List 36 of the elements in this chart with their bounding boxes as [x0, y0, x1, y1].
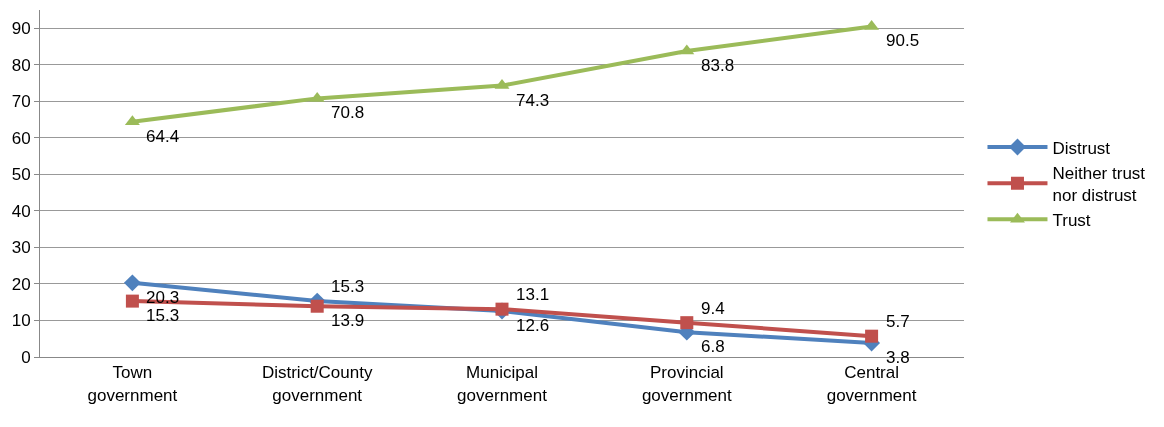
point — [310, 299, 324, 313]
data-label: 74.3 — [516, 91, 550, 110]
point — [680, 316, 694, 330]
x-tick-label: Provincial government — [641, 363, 732, 405]
data-label: 9.4 — [701, 299, 725, 318]
point — [123, 274, 141, 292]
point — [495, 302, 509, 316]
y-tick-label: 80 — [11, 55, 31, 75]
data-label: 12.6 — [516, 316, 550, 335]
point — [865, 329, 879, 343]
data-label: 13.9 — [331, 311, 365, 330]
data-label: 15.3 — [146, 306, 180, 325]
data-label: 83.8 — [701, 56, 735, 75]
legend-label: Neither trust nor distrust — [1052, 163, 1146, 205]
x-tick-label: Municipal government — [457, 363, 548, 405]
y-tick-label: 90 — [11, 19, 31, 39]
legend-label: Trust — [1052, 210, 1091, 230]
data-label: 90.5 — [886, 31, 920, 50]
y-tick-label: 60 — [11, 128, 31, 148]
point — [125, 294, 139, 308]
x-tick-label: Town government — [87, 363, 178, 405]
legend-label: Distrust — [1052, 138, 1111, 158]
y-tick-label: 0 — [21, 347, 31, 367]
y-tick-label: 40 — [11, 201, 31, 221]
y-tick-label: 30 — [11, 238, 31, 258]
data-label: 70.8 — [331, 103, 365, 122]
y-tick-label: 70 — [11, 92, 31, 112]
data-label: 64.4 — [146, 127, 180, 146]
data-label: 15.3 — [331, 277, 365, 296]
y-tick-label: 50 — [11, 165, 31, 185]
x-tick-label: District/County government — [261, 363, 373, 405]
data-label: 13.1 — [516, 285, 550, 304]
y-tick-label: 20 — [11, 274, 31, 294]
y-tick-label: 10 — [11, 311, 31, 331]
data-label: 5.7 — [886, 312, 910, 331]
data-label: 6.8 — [701, 337, 725, 356]
